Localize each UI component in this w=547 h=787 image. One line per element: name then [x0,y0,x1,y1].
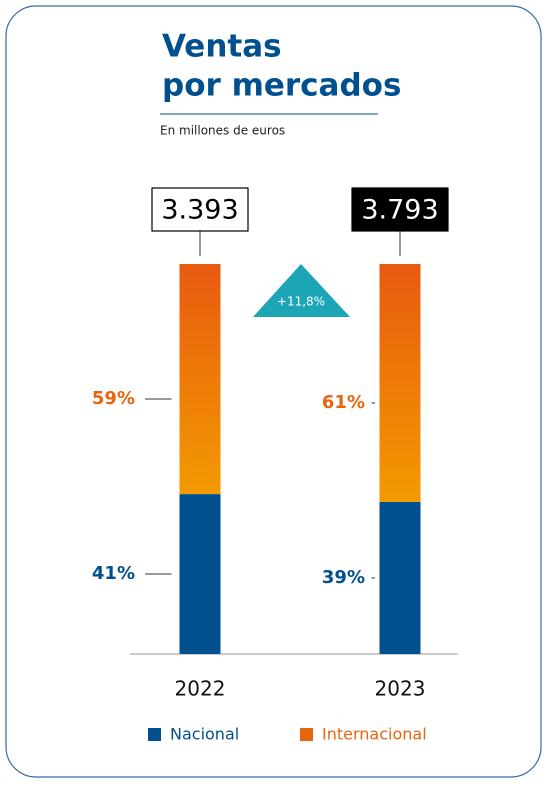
bar-segment [179,494,221,654]
total-label: 3.793 [361,195,438,226]
subtitle: En millones de euros [160,124,285,138]
value-label: 39% [322,567,365,588]
total-box [151,187,249,232]
chart-title: Ventas [162,29,282,65]
value-label: 59% [92,388,135,409]
value-label: 41% [92,563,135,584]
x-tick-label: 2022 [175,677,226,701]
legend-swatch [148,728,161,741]
bar-segment [179,264,221,495]
chart-title: por mercados [162,68,401,104]
legend-swatch [300,728,313,741]
legend-label: Internacional [322,725,427,744]
legend-label: Nacional [170,725,239,744]
bar-segment [379,501,421,654]
growth-triangle [253,264,350,317]
x-tick-label: 2023 [375,677,426,701]
card [5,5,542,778]
bar-segment [379,264,421,502]
total-box [351,187,449,232]
total-label: 3.393 [161,195,238,226]
value-label: 61% [322,392,365,413]
growth-annotation: +11,8% [277,295,325,309]
